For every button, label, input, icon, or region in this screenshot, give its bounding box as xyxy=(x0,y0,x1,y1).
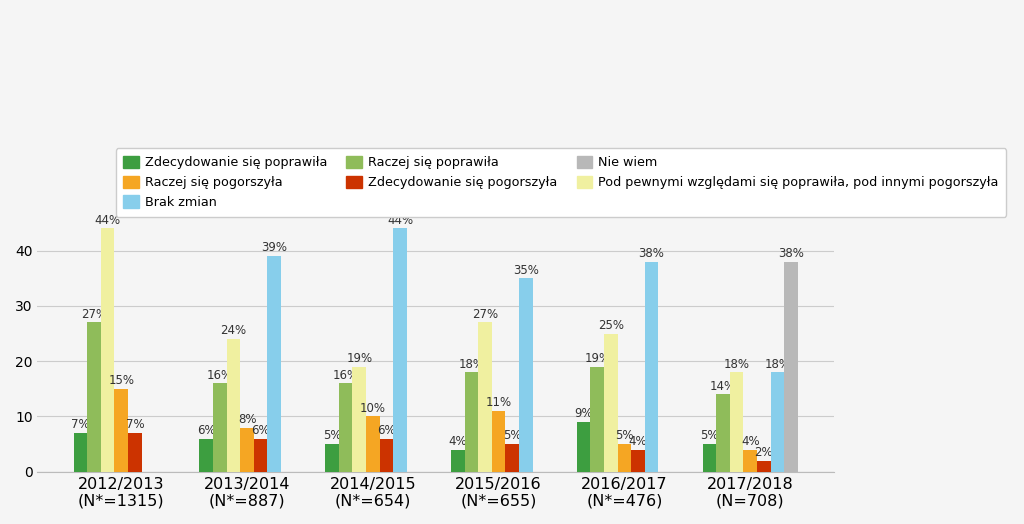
Text: 9%: 9% xyxy=(574,407,593,420)
Legend: Zdecydowanie się poprawiła, Raczej się pogorszyła, Brak zmian, Raczej się popraw: Zdecydowanie się poprawiła, Raczej się p… xyxy=(116,148,1007,216)
Bar xyxy=(87,322,100,472)
Bar xyxy=(591,367,604,472)
Bar xyxy=(757,461,771,472)
Bar xyxy=(226,339,241,472)
Bar xyxy=(771,372,784,472)
Bar xyxy=(631,450,645,472)
Text: 24%: 24% xyxy=(220,324,247,337)
Bar xyxy=(702,444,716,472)
Bar xyxy=(451,450,465,472)
Bar xyxy=(254,439,267,472)
Text: 6%: 6% xyxy=(377,424,395,437)
Bar xyxy=(267,256,281,472)
Bar xyxy=(519,278,532,472)
Bar xyxy=(784,261,798,472)
Text: 6%: 6% xyxy=(251,424,270,437)
Text: 18%: 18% xyxy=(724,357,750,370)
Bar xyxy=(128,433,141,472)
Text: 18%: 18% xyxy=(764,357,791,370)
Bar xyxy=(604,333,617,472)
Text: 27%: 27% xyxy=(81,308,108,321)
Text: 5%: 5% xyxy=(700,430,719,442)
Bar xyxy=(577,422,591,472)
Text: 19%: 19% xyxy=(584,352,610,365)
Bar xyxy=(115,389,128,472)
Text: 8%: 8% xyxy=(238,413,256,426)
Text: 19%: 19% xyxy=(346,352,373,365)
Text: 44%: 44% xyxy=(94,214,121,227)
Text: 6%: 6% xyxy=(197,424,216,437)
Text: 5%: 5% xyxy=(615,430,634,442)
Text: 44%: 44% xyxy=(387,214,413,227)
Bar xyxy=(74,433,87,472)
Text: 10%: 10% xyxy=(359,402,386,415)
Text: 18%: 18% xyxy=(459,357,484,370)
Bar xyxy=(716,395,730,472)
Bar xyxy=(478,322,492,472)
Bar xyxy=(326,444,339,472)
Bar xyxy=(645,261,658,472)
Text: 16%: 16% xyxy=(333,368,358,381)
Bar xyxy=(465,372,478,472)
Bar xyxy=(352,367,366,472)
Bar xyxy=(213,383,226,472)
Text: 25%: 25% xyxy=(598,319,624,332)
Bar xyxy=(617,444,631,472)
Text: 5%: 5% xyxy=(323,430,341,442)
Bar xyxy=(506,444,519,472)
Text: 38%: 38% xyxy=(639,247,665,260)
Bar xyxy=(339,383,352,472)
Text: 4%: 4% xyxy=(741,435,760,448)
Text: 4%: 4% xyxy=(449,435,467,448)
Text: 27%: 27% xyxy=(472,308,498,321)
Text: 2%: 2% xyxy=(755,446,773,459)
Bar xyxy=(100,228,115,472)
Bar xyxy=(492,411,506,472)
Text: 16%: 16% xyxy=(207,368,232,381)
Bar xyxy=(200,439,213,472)
Text: 7%: 7% xyxy=(72,418,90,431)
Bar xyxy=(743,450,757,472)
Text: 5%: 5% xyxy=(503,430,521,442)
Bar xyxy=(241,428,254,472)
Text: 15%: 15% xyxy=(109,374,134,387)
Text: 14%: 14% xyxy=(710,380,736,392)
Bar xyxy=(366,417,380,472)
Text: 38%: 38% xyxy=(778,247,804,260)
Bar xyxy=(380,439,393,472)
Text: 4%: 4% xyxy=(629,435,647,448)
Text: 11%: 11% xyxy=(485,396,512,409)
Bar xyxy=(730,372,743,472)
Bar xyxy=(393,228,407,472)
Text: 35%: 35% xyxy=(513,264,539,277)
Text: 7%: 7% xyxy=(126,418,144,431)
Text: 39%: 39% xyxy=(261,242,287,255)
